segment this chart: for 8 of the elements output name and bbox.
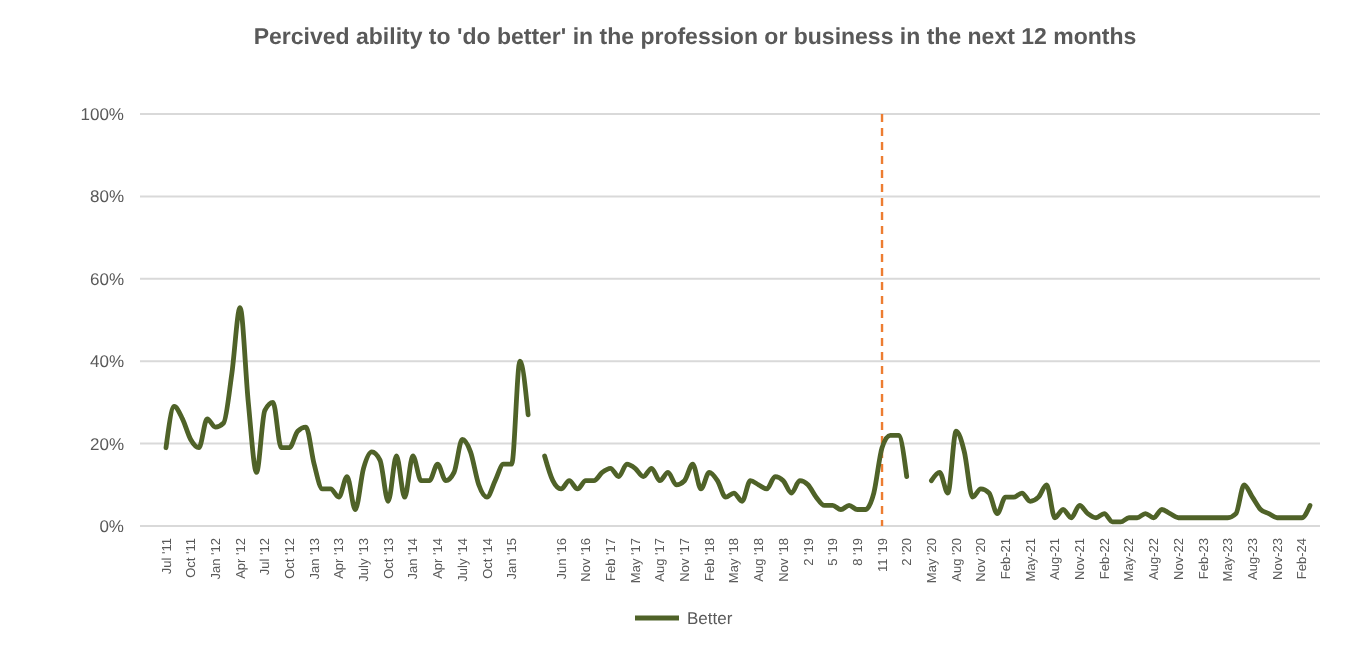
y-tick-label: 40% xyxy=(89,351,125,372)
y-tick-label: 20% xyxy=(89,433,125,454)
y-tick-label: 100% xyxy=(80,103,125,124)
y-tick-label: 60% xyxy=(89,268,125,289)
y-tick-label: 0% xyxy=(99,515,125,536)
legend-label: Better xyxy=(687,607,733,628)
y-tick-label: 80% xyxy=(89,186,125,207)
chart-title: Percived ability to 'do better' in the profession or business in the next 12 months xyxy=(253,26,1137,50)
